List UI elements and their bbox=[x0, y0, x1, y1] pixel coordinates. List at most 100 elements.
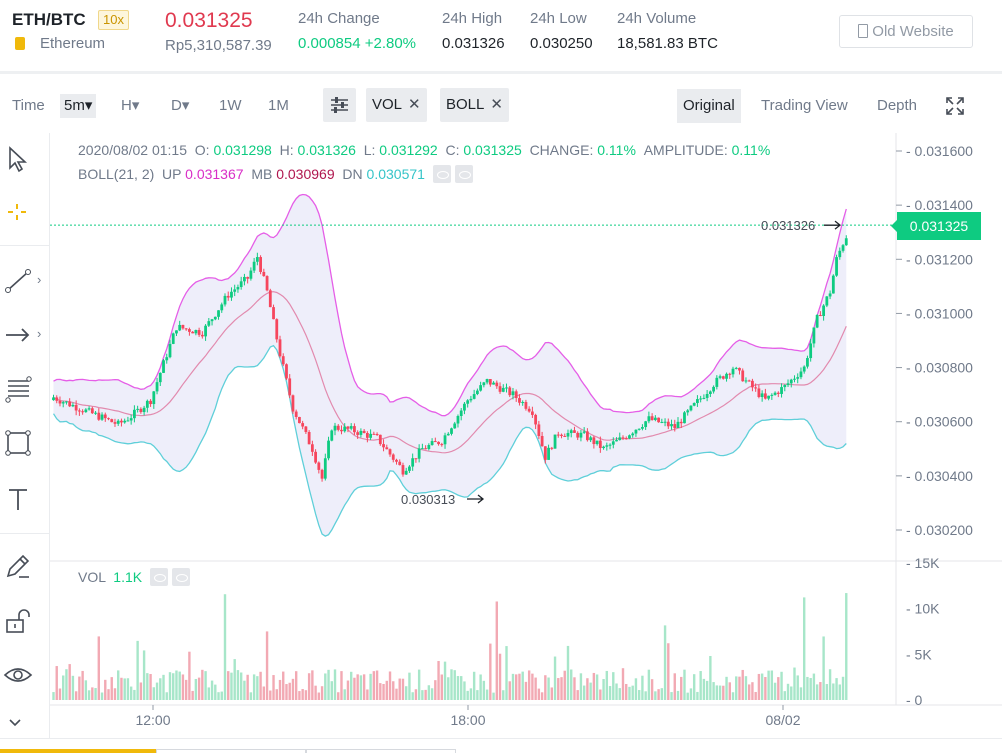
candle-body bbox=[443, 435, 447, 445]
settings-icon[interactable] bbox=[454, 165, 473, 183]
candle-body bbox=[459, 410, 463, 416]
stat-value: 0.031326 bbox=[442, 35, 505, 52]
interval-week[interactable]: 1W bbox=[219, 97, 242, 114]
cursor-tool[interactable] bbox=[0, 138, 50, 178]
fullscreen-icon[interactable] bbox=[945, 96, 965, 116]
candle-body bbox=[301, 423, 305, 427]
boll-up-value: 0.031367 bbox=[185, 166, 244, 182]
volume-bar bbox=[62, 675, 65, 700]
chevron-right-icon[interactable]: › bbox=[37, 272, 42, 287]
candle-body bbox=[71, 404, 75, 407]
price-tick-label: - 0.031400 bbox=[906, 197, 973, 213]
candle-body bbox=[589, 437, 593, 441]
interval-month[interactable]: 1M bbox=[268, 97, 289, 114]
lock-tool[interactable] bbox=[0, 601, 50, 641]
candle-body bbox=[553, 434, 557, 449]
candle-body bbox=[789, 379, 793, 384]
candle-body bbox=[310, 444, 314, 452]
candle-body bbox=[692, 403, 696, 406]
volume-bar bbox=[540, 692, 544, 700]
volume-bar bbox=[802, 597, 806, 700]
interval-day[interactable]: D▾ bbox=[171, 97, 190, 114]
candle-body bbox=[683, 412, 686, 424]
volume-bar bbox=[87, 690, 91, 700]
bottom-tab[interactable] bbox=[156, 749, 306, 753]
volume-bar bbox=[324, 673, 327, 700]
eye-icon[interactable] bbox=[432, 165, 451, 183]
volume-bar bbox=[353, 677, 356, 700]
candle-body bbox=[715, 377, 719, 387]
volume-bar bbox=[667, 643, 670, 700]
candle-body bbox=[605, 445, 609, 447]
candle-body bbox=[705, 394, 709, 398]
volume-bar bbox=[330, 681, 333, 700]
interval-5m[interactable]: 5m▾ bbox=[60, 94, 97, 118]
candle-body bbox=[508, 387, 512, 396]
old-website-button[interactable]: Old Website bbox=[839, 15, 973, 48]
view-original-tab[interactable]: Original bbox=[677, 89, 741, 123]
volume-bar bbox=[443, 661, 447, 700]
candle-body bbox=[576, 432, 580, 438]
candle-body bbox=[255, 257, 259, 262]
close-icon[interactable]: ✕ bbox=[490, 96, 503, 113]
bottom-tabs bbox=[0, 738, 1002, 753]
candle-body bbox=[592, 437, 596, 445]
volume-bar bbox=[142, 650, 146, 700]
candle-body bbox=[563, 435, 567, 437]
stat-label: 24h High bbox=[442, 10, 503, 27]
brush-tool[interactable] bbox=[0, 546, 50, 586]
fiat-price: Rp5,310,587.39 bbox=[165, 37, 272, 54]
volume-bar bbox=[793, 667, 796, 700]
close-icon[interactable]: ✕ bbox=[408, 96, 421, 113]
candle-body bbox=[94, 412, 97, 414]
eye-icon[interactable] bbox=[149, 568, 168, 586]
candle-body bbox=[835, 257, 838, 276]
volume-bar bbox=[728, 682, 731, 700]
candle-body bbox=[793, 378, 796, 380]
candle-body bbox=[349, 426, 353, 429]
candle-body bbox=[524, 402, 528, 409]
volume-bar bbox=[715, 685, 719, 700]
indicator-boll-chip[interactable]: BOLL ✕ bbox=[440, 88, 509, 122]
view-depth-tab[interactable]: Depth bbox=[877, 97, 918, 114]
volume-bar bbox=[828, 669, 832, 700]
cursor-icon bbox=[9, 146, 28, 173]
volume-bar bbox=[191, 690, 194, 700]
boll-label: BOLL(21, 2) bbox=[78, 166, 155, 182]
arrow-right-icon bbox=[824, 220, 842, 230]
rectangle-tool[interactable] bbox=[0, 423, 50, 463]
time-label: Time bbox=[12, 97, 45, 114]
boll-lower-line bbox=[52, 344, 847, 537]
volume-bar bbox=[278, 679, 282, 700]
bottom-tab[interactable] bbox=[306, 749, 456, 753]
view-tradingview-tab[interactable]: Trading View bbox=[761, 97, 848, 114]
fib-tool[interactable] bbox=[0, 369, 50, 409]
trend-line-tool[interactable]: › bbox=[0, 260, 50, 300]
chevron-right-icon[interactable]: › bbox=[37, 326, 42, 341]
volume-bar bbox=[165, 692, 168, 700]
volume-bar bbox=[660, 688, 664, 700]
visibility-tool[interactable] bbox=[0, 655, 50, 695]
settings-icon[interactable] bbox=[171, 568, 190, 586]
candle-body bbox=[469, 398, 473, 401]
candle-body bbox=[482, 382, 486, 386]
interval-hour[interactable]: H▾ bbox=[121, 97, 140, 114]
volume-bar bbox=[375, 670, 379, 700]
crosshair-tool[interactable] bbox=[0, 193, 50, 233]
volume-bar bbox=[492, 692, 495, 700]
pair-symbol[interactable]: ETH/BTC bbox=[12, 10, 86, 29]
volume-bar bbox=[307, 673, 311, 700]
candle-body bbox=[414, 458, 418, 460]
price-chart[interactable]: - 0.031600 - 0.031400 - 0.031200 - 0.031000… bbox=[0, 133, 1002, 738]
candle-body bbox=[307, 431, 311, 445]
text-tool[interactable] bbox=[0, 479, 50, 519]
indicator-vol-chip[interactable]: VOL ✕ bbox=[366, 88, 427, 122]
arrow-tool[interactable]: › bbox=[0, 314, 50, 354]
candle-body bbox=[346, 426, 350, 429]
collapse-tools-button[interactable] bbox=[0, 709, 50, 737]
candle-body bbox=[233, 289, 237, 292]
volume-bar bbox=[502, 690, 505, 700]
bottom-tab[interactable] bbox=[0, 749, 156, 753]
indicator-settings-button[interactable] bbox=[323, 88, 356, 122]
